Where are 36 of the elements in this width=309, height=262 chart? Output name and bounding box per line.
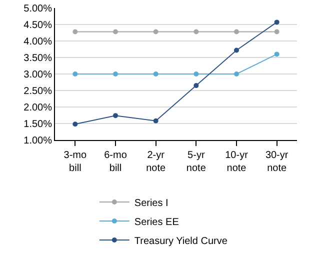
point [194, 29, 199, 34]
x-tick-label: 30-yr note [265, 150, 289, 174]
point [194, 83, 199, 88]
x-tick-label: 5-yr note [186, 150, 206, 174]
point [194, 72, 199, 76]
legend-label: Series EE [134, 216, 180, 228]
legend-label: Treasury Yield Curve [134, 236, 228, 247]
point [153, 118, 158, 124]
point [72, 122, 78, 127]
y-tick-label: 1.00% [24, 136, 52, 146]
y-tick-label: 5.00% [24, 4, 52, 14]
x-tick-label: 3-mo bill [64, 150, 87, 174]
point [72, 29, 78, 34]
point [234, 29, 239, 34]
y-tick-label: 2.50% [24, 86, 52, 97]
x-tick-label: 6-mo bill [104, 150, 128, 174]
y-tick-label: 2.00% [24, 102, 52, 114]
point [274, 29, 280, 34]
point [113, 72, 118, 76]
point [153, 29, 158, 34]
x-tick-label: 10-yr note [225, 150, 249, 174]
y-tick-label: 4.50% [24, 20, 52, 31]
point [153, 72, 158, 76]
point [234, 72, 239, 76]
x-tick-label: 2-yr note [146, 150, 166, 174]
y-tick-label: 1.50% [24, 119, 52, 130]
y-tick-label: 3.50% [24, 53, 52, 64]
legend-label: Series I [134, 198, 168, 209]
point [72, 72, 78, 76]
point [113, 29, 118, 34]
point [274, 52, 280, 57]
y-tick-label: 3.00% [24, 70, 52, 80]
point [113, 113, 118, 118]
point [274, 20, 280, 25]
point [234, 48, 239, 53]
y-tick-label: 4.00% [24, 36, 52, 48]
